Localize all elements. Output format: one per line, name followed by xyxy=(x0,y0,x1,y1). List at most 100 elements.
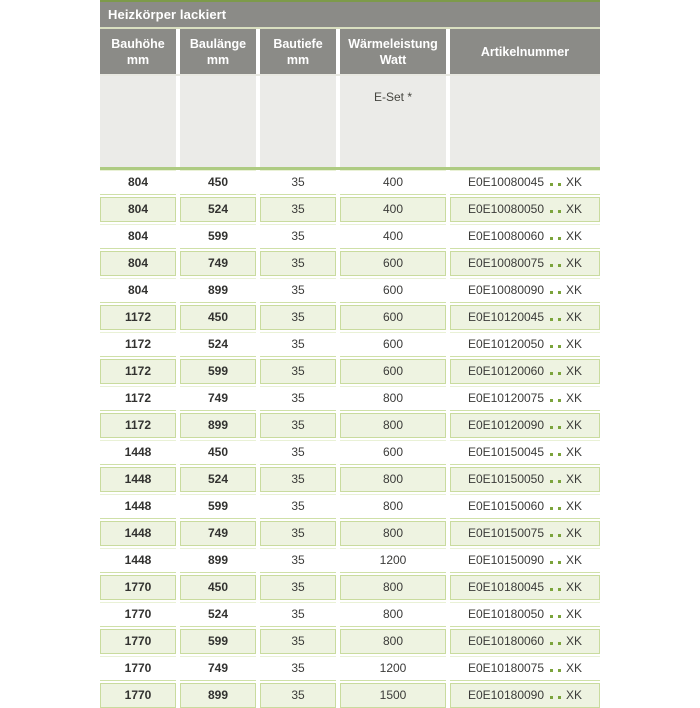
artikelnummer-text: E0E10150045 xyxy=(467,445,545,459)
artikelnummer-text: E0E10120075 xyxy=(467,391,545,405)
color-code-dot xyxy=(557,453,561,456)
artikelnummer-suffix: XK xyxy=(566,688,583,702)
color-code-dot xyxy=(557,183,561,186)
color-code-dot xyxy=(557,372,561,375)
cell-bautiefe: 35 xyxy=(260,170,336,195)
cell-watt: 800 xyxy=(340,386,446,411)
artikelnummer-suffix: XK xyxy=(566,364,583,378)
cell-bautiefe: 35 xyxy=(260,278,336,303)
cell-baulaenge: 599 xyxy=(180,629,256,654)
artikelnummer-text: E0E10180060 xyxy=(467,634,545,648)
color-code-dot xyxy=(549,372,553,375)
cell-baulaenge: 524 xyxy=(180,602,256,627)
cell-baulaenge: 599 xyxy=(180,359,256,384)
cell-artikelnummer: E0E10180060 XK xyxy=(450,629,600,654)
cell-bauhoehe: 1770 xyxy=(100,575,176,600)
cell-baulaenge: 524 xyxy=(180,197,256,222)
color-code-dot xyxy=(549,507,553,510)
color-code-dot xyxy=(557,399,561,402)
cell-bautiefe: 35 xyxy=(260,683,336,708)
cell-bautiefe: 35 xyxy=(260,467,336,492)
artikelnummer-suffix: XK xyxy=(566,310,583,324)
column-label: Artikelnummer xyxy=(480,44,570,59)
cell-artikelnummer: E0E10120090 XK xyxy=(450,413,600,438)
cell-artikelnummer: E0E10150090 XK xyxy=(450,548,600,573)
cell-baulaenge: 899 xyxy=(180,413,256,438)
cell-bauhoehe: 804 xyxy=(100,197,176,222)
cell-artikelnummer: E0E10180075 XK xyxy=(450,656,600,681)
cell-watt: 600 xyxy=(340,305,446,330)
cell-baulaenge: 749 xyxy=(180,386,256,411)
cell-watt: 1200 xyxy=(340,548,446,573)
cell-artikelnummer: E0E10150060 XK xyxy=(450,494,600,519)
color-code-dot xyxy=(557,534,561,537)
artikelnummer-text: E0E10120050 xyxy=(467,337,545,351)
column-header-artikelnummer: Artikelnummer xyxy=(450,29,600,74)
data-rows: 804 450 35 400 E0E10080045 XK 804 524 35 … xyxy=(100,170,600,708)
cell-watt: 400 xyxy=(340,224,446,249)
cell-artikelnummer: E0E10120045 XK xyxy=(450,305,600,330)
color-code-dot xyxy=(549,642,553,645)
cell-bautiefe: 35 xyxy=(260,548,336,573)
color-code-dot xyxy=(549,345,553,348)
cell-bautiefe: 35 xyxy=(260,197,336,222)
cell-baulaenge: 749 xyxy=(180,521,256,546)
color-code-dot xyxy=(549,210,553,213)
cell-artikelnummer: E0E10150075 XK xyxy=(450,521,600,546)
column-unit: mm xyxy=(206,52,230,67)
artikelnummer-text: E0E10080090 xyxy=(467,283,545,297)
cell-bautiefe: 35 xyxy=(260,521,336,546)
artikelnummer-text: E0E10150050 xyxy=(467,472,545,486)
subheader-row: E-Set * xyxy=(100,76,600,167)
color-code-dot xyxy=(557,264,561,267)
column-header-bauhoehe: Bauhöhe mm xyxy=(100,29,176,74)
artikelnummer-suffix: XK xyxy=(566,472,583,486)
top-accent-line xyxy=(100,0,600,2)
cell-bauhoehe: 1172 xyxy=(100,305,176,330)
cell-bautiefe: 35 xyxy=(260,494,336,519)
cell-bauhoehe: 1172 xyxy=(100,332,176,357)
cell-watt: 400 xyxy=(340,170,446,195)
color-code-dot xyxy=(549,264,553,267)
color-code-dot xyxy=(549,480,553,483)
cell-bautiefe: 35 xyxy=(260,413,336,438)
cell-bauhoehe: 1770 xyxy=(100,656,176,681)
column-header-waermeleistung: Wärmeleistung Watt xyxy=(340,29,446,74)
cell-bautiefe: 35 xyxy=(260,602,336,627)
color-code-dot xyxy=(557,507,561,510)
cell-watt: 600 xyxy=(340,359,446,384)
cell-bauhoehe: 1448 xyxy=(100,440,176,465)
cell-artikelnummer: E0E10080090 XK xyxy=(450,278,600,303)
cell-baulaenge: 450 xyxy=(180,305,256,330)
artikelnummer-text: E0E10080060 xyxy=(467,229,545,243)
color-code-dot xyxy=(557,480,561,483)
artikelnummer-text: E0E10180090 xyxy=(467,688,545,702)
cell-bauhoehe: 1770 xyxy=(100,629,176,654)
eset-label: E-Set * xyxy=(373,90,412,104)
cell-watt: 800 xyxy=(340,521,446,546)
artikelnummer-suffix: XK xyxy=(566,256,583,270)
artikelnummer-text: E0E10150075 xyxy=(467,526,545,540)
artikelnummer-text: E0E10120045 xyxy=(467,310,545,324)
artikelnummer-suffix: XK xyxy=(566,661,583,675)
cell-bauhoehe: 804 xyxy=(100,251,176,276)
cell-bauhoehe: 804 xyxy=(100,224,176,249)
color-code-dot xyxy=(549,399,553,402)
color-code-dot xyxy=(557,615,561,618)
cell-bauhoehe: 1172 xyxy=(100,359,176,384)
color-code-dot xyxy=(549,588,553,591)
cell-watt: 600 xyxy=(340,332,446,357)
artikelnummer-suffix: XK xyxy=(566,445,583,459)
cell-bauhoehe: 1172 xyxy=(100,386,176,411)
cell-bautiefe: 35 xyxy=(260,440,336,465)
color-code-dot xyxy=(549,561,553,564)
color-code-dot xyxy=(557,318,561,321)
artikelnummer-suffix: XK xyxy=(566,553,583,567)
column-header-bautiefe: Bautiefe mm xyxy=(260,29,336,74)
cell-baulaenge: 524 xyxy=(180,332,256,357)
cell-watt: 600 xyxy=(340,278,446,303)
color-code-dot xyxy=(557,210,561,213)
artikelnummer-suffix: XK xyxy=(566,418,583,432)
subheader-cell-baulaenge xyxy=(180,76,256,167)
color-code-dot xyxy=(549,615,553,618)
